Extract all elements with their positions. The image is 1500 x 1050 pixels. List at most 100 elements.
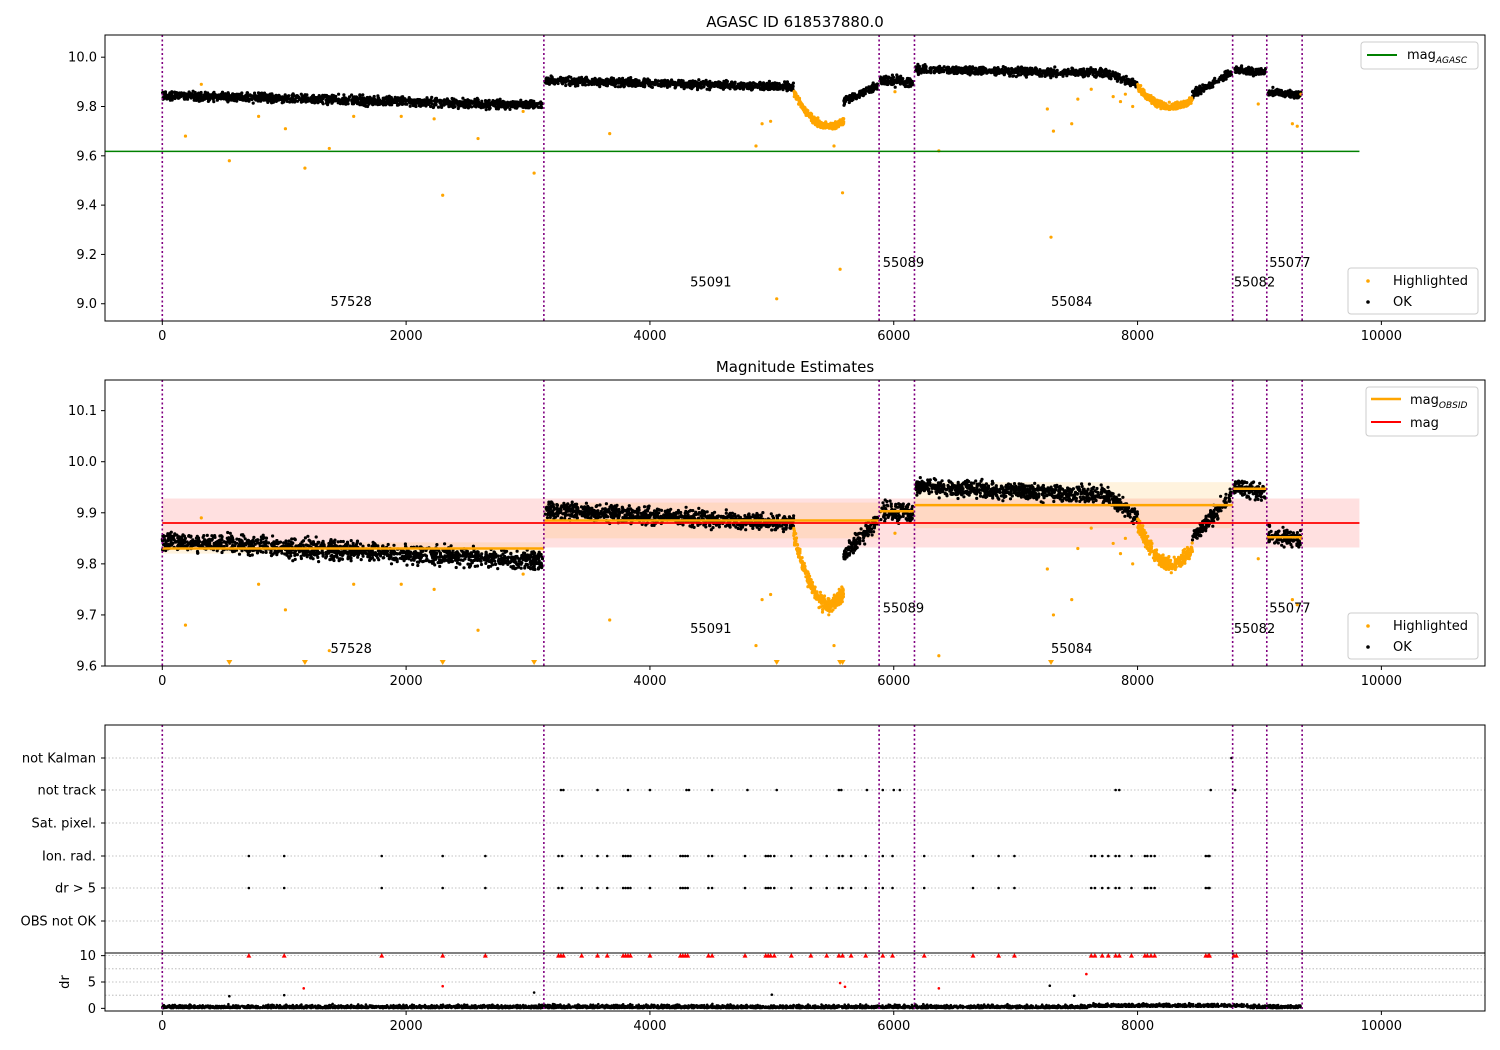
ok-point: [572, 79, 576, 83]
highlighted-point: [1118, 99, 1123, 104]
highlighted-point: [521, 109, 525, 114]
ok-point: [164, 95, 168, 99]
highlighted-point: [283, 127, 288, 131]
ok-point: [560, 82, 565, 86]
ok-point: [342, 96, 346, 100]
ok-point: [751, 86, 755, 90]
ok-point: [1132, 81, 1136, 85]
ok-point: [575, 77, 579, 81]
ok-point: [651, 81, 655, 85]
ok-point: [282, 100, 286, 104]
obsid-label: 55082: [1234, 275, 1275, 290]
ok-point: [1053, 65, 1057, 69]
ok-point: [650, 85, 655, 89]
ok-point: [514, 103, 519, 107]
ok-point: [609, 82, 614, 86]
ok-point: [924, 65, 928, 69]
highlighted-point: [839, 119, 844, 123]
highlighted-point: [824, 122, 828, 127]
ok-point: [1016, 73, 1021, 77]
ok-point: [611, 76, 616, 81]
ok-point: [598, 77, 602, 81]
highlighted-point: [1156, 104, 1161, 108]
ok-point: [937, 66, 941, 71]
ok-point: [424, 104, 428, 108]
ok-point: [977, 66, 981, 70]
ok-point: [1094, 72, 1099, 76]
highlighted-point: [476, 136, 480, 141]
ok-point: [1245, 72, 1249, 76]
ok-point: [665, 83, 669, 87]
highlighted-point: [769, 119, 773, 123]
ok-point: [592, 82, 596, 86]
ok-point: [647, 82, 651, 86]
obsid-label: 57528: [331, 295, 372, 310]
highlighted-point: [797, 97, 801, 101]
ok-point: [785, 89, 789, 93]
ok-point: [1111, 70, 1115, 74]
ok-point: [953, 69, 957, 73]
ok-point: [415, 101, 419, 105]
ok-point: [205, 96, 209, 100]
ok-point: [426, 98, 430, 102]
ok-point: [432, 103, 436, 107]
highlighted-point: [1160, 103, 1164, 107]
ok-point: [216, 96, 220, 100]
highlighted-point: [838, 122, 842, 126]
ok-point: [564, 83, 568, 88]
highlighted-point: [1187, 100, 1191, 104]
ok-point: [506, 105, 510, 109]
ok-point: [260, 96, 264, 100]
ok-point: [467, 101, 471, 105]
ok-point: [1098, 74, 1102, 78]
ok-point: [237, 92, 241, 97]
ok-point: [329, 97, 333, 101]
ok-point: [905, 76, 910, 81]
ok-point: [416, 563, 420, 568]
ok-point: [1194, 87, 1198, 91]
ok-point: [362, 102, 366, 106]
ok-point: [358, 103, 362, 107]
ok-point: [319, 99, 323, 103]
ok-point: [534, 102, 538, 106]
ok-point: [437, 99, 441, 103]
ok-point: [852, 95, 856, 99]
panel-1-title: AGASC ID 618537880.0: [706, 13, 884, 31]
ok-point: [589, 82, 594, 86]
ok-point: [231, 92, 235, 96]
ok-point: [222, 92, 226, 97]
ok-point: [225, 98, 229, 102]
ok-point: [400, 100, 404, 104]
ok-point: [767, 79, 772, 83]
highlighted-point: [1131, 104, 1135, 109]
highlighted-point: [399, 114, 403, 118]
ok-point: [442, 98, 446, 102]
ok-point: [622, 79, 626, 83]
highlighted-point: [830, 123, 835, 127]
ok-point: [884, 80, 888, 84]
legend-highlighted-marker: [1366, 279, 1370, 283]
ok-point: [291, 92, 295, 96]
highlighted-point: [352, 114, 356, 118]
ok-point: [1071, 68, 1075, 72]
ok-point: [642, 77, 646, 81]
ok-point: [1024, 75, 1028, 79]
highlighted-point: [1256, 102, 1260, 106]
ok-point: [1021, 67, 1025, 71]
ok-point: [407, 96, 411, 100]
ok-point: [867, 89, 871, 93]
highlighted-point: [827, 124, 831, 128]
ok-point: [338, 98, 342, 102]
ok-point: [226, 91, 230, 95]
ok-point: [712, 84, 716, 88]
ok-point: [928, 66, 932, 71]
ok-point: [1281, 94, 1285, 98]
ok-point: [549, 74, 553, 78]
ok-point: [670, 80, 674, 84]
ok-point: [264, 93, 268, 97]
ok-point: [249, 97, 253, 101]
ok-point: [311, 96, 315, 100]
ok-point: [479, 562, 484, 567]
highlighted-point: [227, 159, 231, 163]
ok-point: [206, 99, 210, 103]
